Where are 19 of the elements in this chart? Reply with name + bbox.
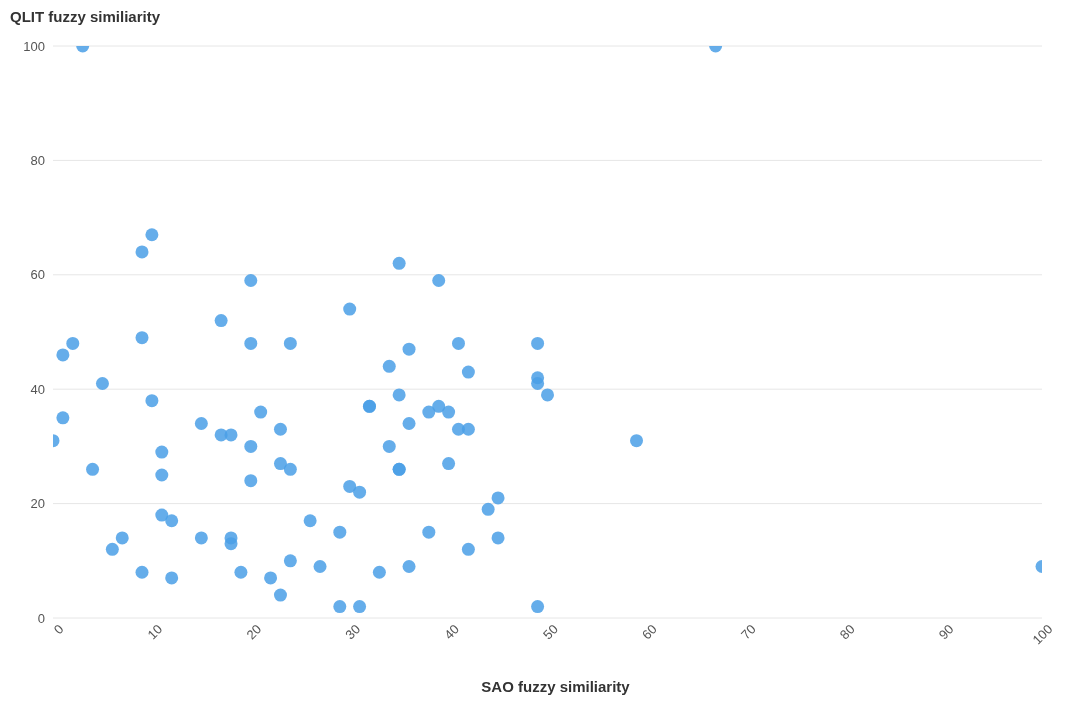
y-tick-label: 60 — [30, 267, 45, 283]
x-axis-title: SAO fuzzy similiarity — [480, 678, 631, 695]
x-tick-label: 40 — [441, 621, 463, 643]
x-tick-label: 100 — [1029, 621, 1056, 648]
x-tick-label: 0 — [50, 621, 67, 638]
x-tick-label: 70 — [737, 621, 759, 643]
x-tick-label: 90 — [935, 621, 957, 643]
y-tick-label: 40 — [30, 381, 45, 397]
x-tick-label: 10 — [144, 621, 166, 643]
x-tick-label: 60 — [639, 621, 660, 643]
y-tick-label: 0 — [37, 610, 45, 626]
x-tick-label: 50 — [540, 621, 561, 643]
y-tick-label: 20 — [30, 496, 45, 512]
y-tick-label: 100 — [23, 38, 45, 54]
x-tick-label: 80 — [836, 621, 858, 643]
x-tick-label: 20 — [243, 621, 265, 643]
y-tick-label: 80 — [30, 153, 45, 169]
y-axis-title: QLIT fuzzy similiarity — [10, 8, 162, 27]
x-tick-label: 30 — [342, 621, 364, 643]
